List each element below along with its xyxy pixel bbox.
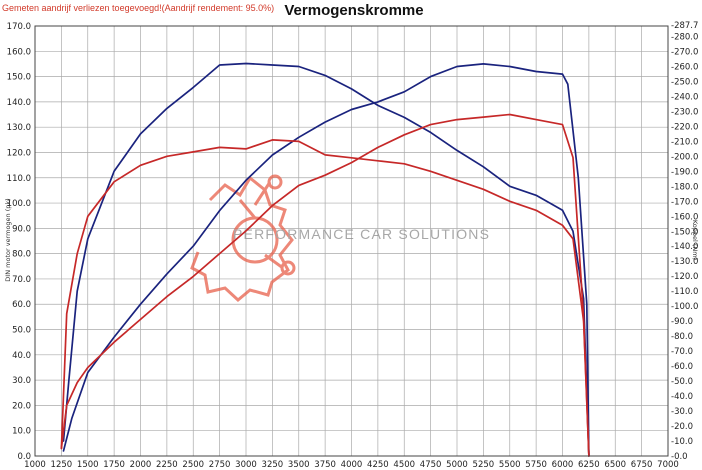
y2-tick-label: -280.0 — [671, 32, 698, 42]
drivetrain-loss-note: Gemeten aandrijf verliezen toegevoegd!(A… — [2, 3, 274, 13]
y2-axis-title: Koppel (Nm) — [691, 220, 699, 260]
y2-tick-label: -120.0 — [671, 272, 698, 282]
watermark-logo: PERFORMANCE CAR SOLUTIONS — [190, 174, 490, 302]
y-tick-label: 170.0 — [7, 22, 31, 32]
y2-tick-label: -160.0 — [671, 212, 698, 222]
watermark-text: PERFORMANCE CAR SOLUTIONS — [233, 226, 490, 242]
y-axis-ticks: 0.0 10.0 20.0 30.0 40.0 50.0 60.0 70.0 80.0 90.0 1… — [7, 22, 31, 462]
y2-tick-label: -60.0 — [671, 362, 693, 372]
y2-tick-label: -260.0 — [671, 62, 698, 72]
y2-tick-label: -90.0 — [671, 317, 693, 327]
x-tick-label: 1000 — [24, 460, 46, 470]
series-line-1 — [62, 63, 590, 457]
x-tick-label: 1250 — [51, 460, 73, 470]
y2-tick-label: -70.0 — [671, 347, 693, 357]
y-tick-label: 40.0 — [12, 351, 31, 361]
chart-title: Vermogenskromme — [284, 2, 423, 19]
x-tick-label: 7000 — [657, 460, 679, 470]
series-lines — [60, 62, 590, 457]
x-tick-label: 1750 — [103, 460, 125, 470]
y2-tick-label: -20.0 — [671, 422, 693, 432]
y-tick-label: 100.0 — [7, 199, 31, 209]
y2-tick-label: -40.0 — [671, 392, 693, 402]
x-tick-label: 5000 — [446, 460, 468, 470]
y2-tick-label: -30.0 — [671, 407, 693, 417]
y-tick-label: 0.0 — [17, 452, 31, 462]
y2-tick-label: -220.0 — [671, 122, 698, 132]
x-tick-label: 5250 — [473, 460, 495, 470]
x-tick-label: 1500 — [77, 460, 99, 470]
y2-tick-label: -150.0 — [671, 227, 698, 237]
y2-tick-label: -100.0 — [671, 302, 698, 312]
y2-tick-label: -250.0 — [671, 77, 698, 87]
x-tick-label: 3000 — [235, 460, 257, 470]
series-line-3 — [60, 113, 590, 457]
series-line-4 — [60, 139, 590, 457]
x-tick-label: 5750 — [525, 460, 547, 470]
y2-tick-label: -180.0 — [671, 182, 698, 192]
gear-icon — [190, 174, 296, 302]
x-tick-label: 6000 — [552, 460, 574, 470]
y-tick-label: 10.0 — [12, 427, 31, 437]
y2-tick-label: -0.0 — [671, 452, 688, 462]
y2-tick-label: -190.0 — [671, 167, 698, 177]
x-tick-label: 4750 — [420, 460, 442, 470]
x-tick-label: 6250 — [578, 460, 600, 470]
y-tick-label: 90.0 — [12, 224, 31, 234]
y2-tick-label: -287.7 — [671, 21, 698, 31]
x-tick-label: 3250 — [262, 460, 284, 470]
y-tick-label: 20.0 — [12, 401, 31, 411]
y2-tick-label: -240.0 — [671, 92, 698, 102]
y2-tick-label: -110.0 — [671, 287, 698, 297]
y-tick-label: 160.0 — [7, 47, 31, 57]
y-tick-label: 120.0 — [7, 148, 31, 158]
y2-tick-label: -210.0 — [671, 137, 698, 147]
x-tick-label: 4500 — [393, 460, 415, 470]
x-tick-label: 6500 — [604, 460, 626, 470]
x-tick-label: 4000 — [341, 460, 363, 470]
y-axis-title: DIN motor vermogen (pk) — [4, 198, 12, 281]
y2-tick-label: -170.0 — [671, 197, 698, 207]
y-tick-label: 50.0 — [12, 326, 31, 336]
plot-frame — [34, 25, 669, 457]
y-tick-label: 130.0 — [7, 123, 31, 133]
y2-axis-ticks: -0.0 -10.0 -20.0 -30.0 -40.0 -50.0 -60.0 -70.0 -… — [671, 21, 698, 462]
y2-tick-label: -270.0 — [671, 47, 698, 57]
x-tick-label: 2500 — [182, 460, 204, 470]
y-tick-label: 80.0 — [12, 250, 31, 260]
x-tick-label: 6750 — [631, 460, 653, 470]
y-tick-label: 70.0 — [12, 275, 31, 285]
y2-tick-label: -80.0 — [671, 332, 693, 342]
y2-tick-label: -130.0 — [671, 257, 698, 267]
y2-tick-label: -230.0 — [671, 107, 698, 117]
x-tick-label: 3750 — [314, 460, 336, 470]
y-tick-label: 150.0 — [7, 73, 31, 83]
x-axis-ticks: 1000 1250 1500 1750 2000 2250 2500 2750 3000 3250… — [24, 460, 679, 470]
x-tick-label: 2750 — [209, 460, 231, 470]
x-tick-label: 3500 — [288, 460, 310, 470]
x-tick-label: 2000 — [130, 460, 152, 470]
y-tick-label: 30.0 — [12, 376, 31, 386]
y2-tick-label: -140.0 — [671, 242, 698, 252]
y-tick-label: 60.0 — [12, 300, 31, 310]
y2-tick-label: -50.0 — [671, 377, 693, 387]
y2-tick-label: -10.0 — [671, 437, 693, 447]
y2-tick-label: -200.0 — [671, 152, 698, 162]
y-tick-label: 110.0 — [7, 174, 31, 184]
x-tick-label: 5500 — [499, 460, 521, 470]
series-line-2 — [62, 62, 590, 457]
x-tick-label: 2250 — [156, 460, 178, 470]
x-tick-label: 4250 — [367, 460, 389, 470]
y-tick-label: 140.0 — [7, 98, 31, 108]
